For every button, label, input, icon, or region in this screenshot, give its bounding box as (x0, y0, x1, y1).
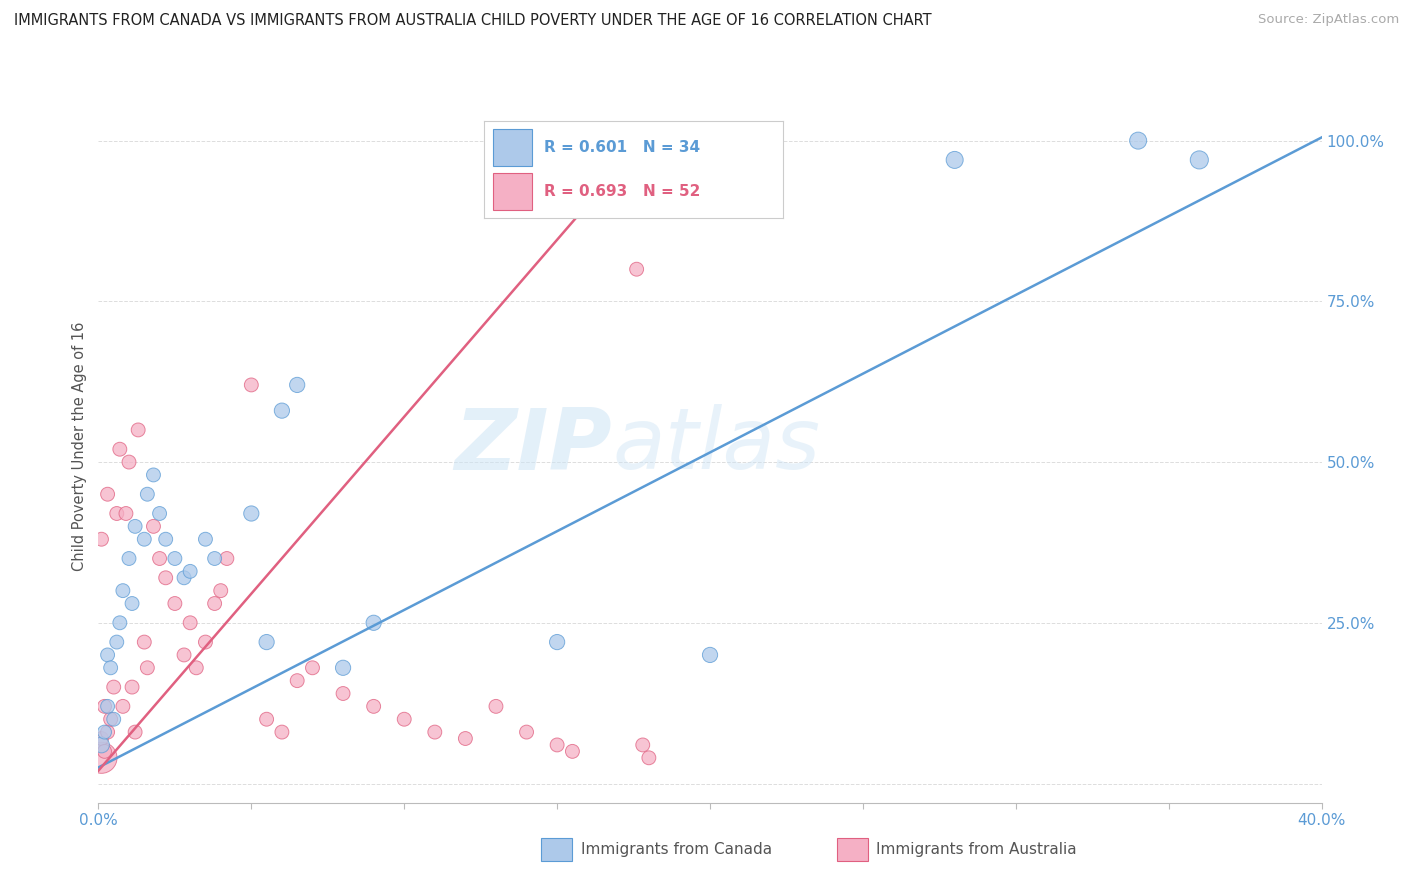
Point (546, 738, 568, 752)
Point (90, 751, 112, 765)
Point (142, 519, 165, 533)
Point (111, 699, 134, 714)
Point (155, 533, 177, 547)
Point (118, 455, 141, 469)
Point (149, 507, 172, 521)
Point (485, 699, 508, 714)
Point (108, 615, 131, 630)
Point (90, 738, 112, 752)
Point (134, 635, 156, 649)
Point (100, 712, 122, 726)
Point (173, 571, 195, 585)
Point (90, 731, 112, 746)
Point (209, 583, 232, 598)
Text: Immigrants from Canada: Immigrants from Canada (581, 842, 772, 857)
Point (194, 635, 217, 649)
Point (561, 153, 583, 167)
Point (149, 551, 172, 566)
Point (136, 487, 159, 501)
Point (186, 661, 208, 675)
Point (270, 725, 292, 739)
Point (194, 533, 217, 547)
Point (103, 680, 125, 694)
Point (592, 153, 614, 167)
Point (240, 507, 263, 521)
Point (619, 166, 641, 180)
Point (607, 146, 630, 161)
Text: Source: ZipAtlas.com: Source: ZipAtlas.com (1258, 13, 1399, 27)
Point (301, 661, 323, 675)
Point (121, 680, 143, 694)
Point (363, 615, 385, 630)
Point (163, 551, 186, 566)
Point (90, 533, 112, 547)
Point (105, 635, 128, 649)
Point (105, 507, 128, 521)
Point (179, 615, 201, 630)
Point (631, 738, 654, 752)
Bar (492, 173, 531, 210)
Point (256, 635, 278, 649)
Point (423, 725, 446, 739)
Point (103, 712, 125, 726)
Text: ZIP: ZIP (454, 404, 612, 488)
Point (363, 699, 385, 714)
Y-axis label: Child Poverty Under the Age of 16: Child Poverty Under the Age of 16 (72, 321, 87, 571)
Point (699, 648, 721, 662)
Point (121, 597, 143, 611)
Point (943, 153, 966, 167)
Point (155, 571, 177, 585)
Point (285, 673, 308, 688)
Point (256, 712, 278, 726)
Point (115, 507, 138, 521)
Point (576, 153, 599, 167)
Point (124, 519, 146, 533)
Point (97, 699, 120, 714)
Point (127, 423, 149, 437)
Point (111, 583, 134, 598)
Point (285, 378, 308, 392)
Point (204, 551, 226, 566)
Point (134, 533, 156, 547)
Point (516, 725, 538, 739)
Point (332, 686, 354, 700)
Point (163, 597, 186, 611)
Point (1188, 153, 1211, 167)
Text: atlas: atlas (612, 404, 820, 488)
Point (332, 661, 354, 675)
Point (215, 551, 238, 566)
Point (561, 744, 583, 758)
Point (173, 648, 195, 662)
Point (626, 262, 648, 277)
Text: IMMIGRANTS FROM CANADA VS IMMIGRANTS FROM AUSTRALIA CHILD POVERTY UNDER THE AGE : IMMIGRANTS FROM CANADA VS IMMIGRANTS FRO… (14, 13, 932, 29)
Point (93, 725, 115, 739)
Point (97, 648, 120, 662)
Point (204, 597, 226, 611)
Point (118, 551, 141, 566)
Point (100, 661, 122, 675)
Point (240, 378, 263, 392)
Point (108, 442, 131, 457)
Point (124, 725, 146, 739)
Text: Immigrants from Australia: Immigrants from Australia (876, 842, 1077, 857)
Point (93, 699, 115, 714)
Point (270, 403, 292, 417)
Text: R = 0.601   N = 34: R = 0.601 N = 34 (544, 140, 700, 155)
Point (454, 731, 477, 746)
Point (93, 744, 115, 758)
Point (546, 635, 568, 649)
Point (97, 487, 120, 501)
Point (136, 661, 159, 675)
Point (613, 159, 636, 173)
Point (179, 565, 201, 579)
Point (392, 712, 416, 726)
Point (637, 751, 661, 765)
Text: R = 0.693   N = 52: R = 0.693 N = 52 (544, 184, 700, 199)
Point (97, 725, 120, 739)
Point (1128, 134, 1150, 148)
Bar (492, 129, 531, 166)
Point (142, 467, 165, 482)
